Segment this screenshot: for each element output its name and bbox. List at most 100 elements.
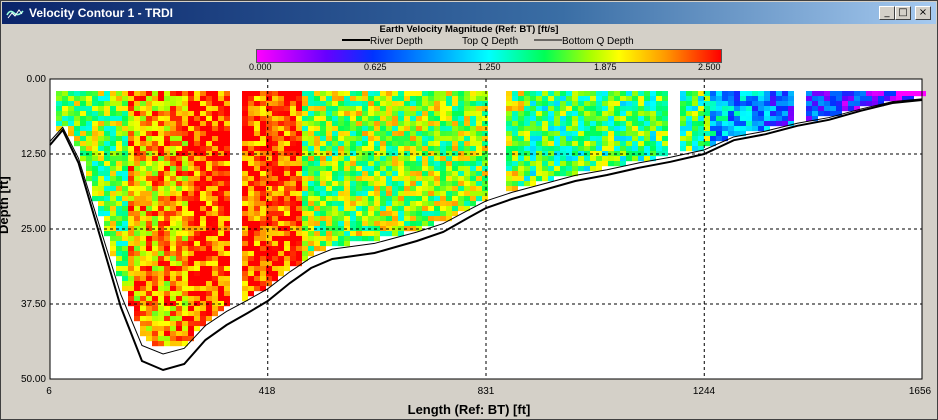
velocity-cell (314, 166, 320, 172)
velocity-cell (74, 141, 80, 147)
velocity-cell (218, 226, 224, 232)
velocity-cell (446, 186, 452, 192)
velocity-contour-plot[interactable] (2, 24, 936, 419)
velocity-cell (128, 116, 134, 122)
close-icon: × (918, 7, 928, 18)
velocity-cell (404, 111, 410, 117)
velocity-cell (602, 121, 608, 127)
velocity-cell (188, 271, 194, 277)
velocity-cell (410, 191, 416, 197)
velocity-cell (110, 246, 116, 252)
velocity-cell (410, 186, 416, 192)
velocity-cell (386, 121, 392, 127)
velocity-cell (140, 296, 146, 302)
minimize-button[interactable]: _ (879, 6, 895, 20)
velocity-cell (146, 326, 152, 332)
velocity-cell (356, 176, 362, 182)
velocity-cell (644, 146, 650, 152)
velocity-cell (440, 151, 446, 157)
velocity-cell (410, 166, 416, 172)
velocity-cell (392, 116, 398, 122)
velocity-cell (638, 131, 644, 137)
velocity-cell (182, 151, 188, 157)
velocity-cell (164, 291, 170, 297)
velocity-cell (248, 151, 254, 157)
velocity-cell (296, 121, 302, 127)
velocity-cell (410, 221, 416, 227)
velocity-cell (164, 306, 170, 312)
velocity-cell (122, 171, 128, 177)
velocity-cell (440, 146, 446, 152)
velocity-cell (644, 116, 650, 122)
velocity-cell (440, 166, 446, 172)
velocity-cell (182, 121, 188, 127)
velocity-cell (170, 91, 176, 97)
title-bar[interactable]: Velocity Contour 1 - TRDI _ □ × (2, 2, 936, 24)
velocity-cell (470, 166, 476, 172)
velocity-cell (272, 271, 278, 277)
velocity-cell (380, 146, 386, 152)
velocity-cell (476, 146, 482, 152)
velocity-cell (410, 121, 416, 127)
velocity-cell (656, 146, 662, 152)
velocity-cell (332, 191, 338, 197)
velocity-cell (536, 121, 542, 127)
velocity-cell (200, 251, 206, 257)
velocity-cell (128, 211, 134, 217)
velocity-cell (308, 201, 314, 207)
velocity-cell (446, 171, 452, 177)
velocity-cell (152, 111, 158, 117)
velocity-cell (338, 156, 344, 162)
velocity-cell (284, 161, 290, 167)
velocity-cell (200, 311, 206, 317)
velocity-cell (206, 301, 212, 307)
velocity-cell (344, 196, 350, 202)
velocity-cell (152, 321, 158, 327)
maximize-button[interactable]: □ (895, 6, 911, 20)
velocity-cell (590, 121, 596, 127)
velocity-cell (356, 191, 362, 197)
velocity-cell (134, 146, 140, 152)
velocity-cell (110, 126, 116, 132)
velocity-cell (224, 101, 230, 107)
velocity-cell (434, 166, 440, 172)
velocity-cell (134, 106, 140, 112)
velocity-cell (416, 161, 422, 167)
velocity-cell (200, 216, 206, 222)
velocity-cell (122, 106, 128, 112)
velocity-cell (566, 106, 572, 112)
close-button[interactable]: × (915, 6, 931, 20)
velocity-cell (212, 146, 218, 152)
velocity-cell (158, 316, 164, 322)
velocity-cell (272, 166, 278, 172)
velocity-cell (812, 106, 818, 112)
velocity-cell (200, 141, 206, 147)
velocity-cell (86, 146, 92, 152)
velocity-cell (608, 91, 614, 97)
velocity-cell (146, 116, 152, 122)
velocity-cell (470, 151, 476, 157)
velocity-cell (452, 176, 458, 182)
velocity-cell (572, 141, 578, 147)
velocity-cell (482, 141, 488, 147)
velocity-cell (152, 106, 158, 112)
velocity-cell (914, 91, 920, 97)
velocity-cell (362, 121, 368, 127)
velocity-cell (644, 96, 650, 102)
velocity-cell (344, 216, 350, 222)
velocity-cell (818, 101, 824, 107)
velocity-cell (398, 151, 404, 157)
velocity-cell (710, 116, 716, 122)
velocity-cell (182, 101, 188, 107)
velocity-cell (704, 136, 710, 142)
velocity-cell (200, 126, 206, 132)
velocity-cell (416, 196, 422, 202)
velocity-cell (290, 181, 296, 187)
velocity-cell (608, 156, 614, 162)
velocity-cell (476, 156, 482, 162)
velocity-cell (620, 96, 626, 102)
velocity-cell (512, 156, 518, 162)
velocity-cell (152, 311, 158, 317)
velocity-cell (176, 181, 182, 187)
velocity-cell (530, 171, 536, 177)
